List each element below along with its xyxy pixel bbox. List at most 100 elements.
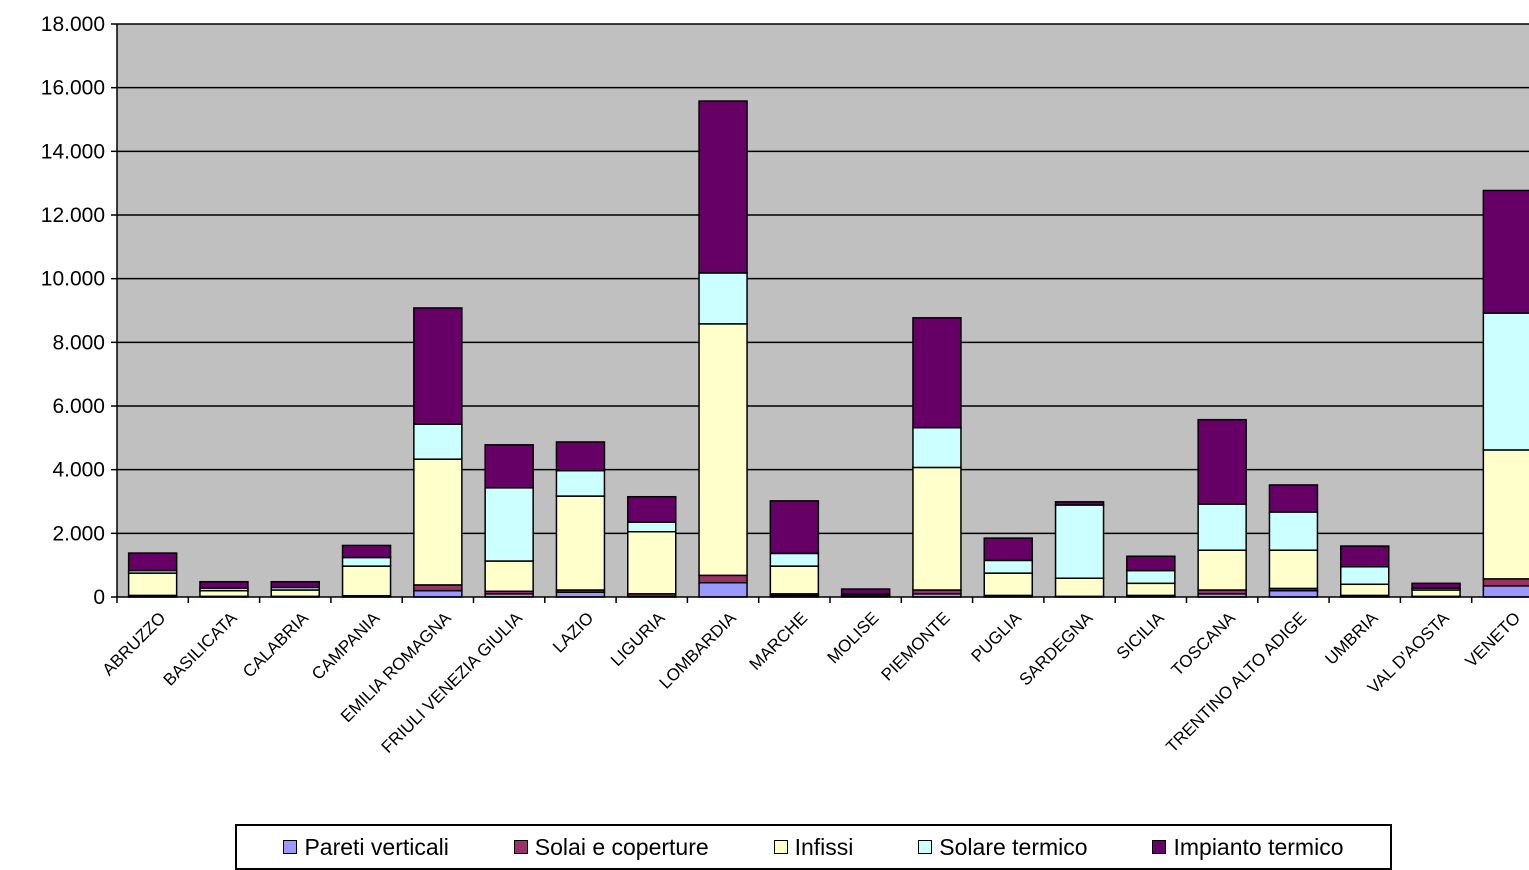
legend-swatch: [1152, 840, 1167, 854]
legend-item: Pareti verticali: [283, 833, 449, 861]
y-axis-tick-labels: 0 2.000 4.000 6.000 8.000 10.000 12.000 14.000 1…: [41, 13, 105, 609]
bar-segment: [1340, 583, 1390, 597]
bar-segment: [769, 552, 820, 567]
legend-label: Impianto termico: [1173, 833, 1344, 860]
x-tick-label: SICILIA: [1113, 608, 1168, 663]
legend-item: Solai e coperture: [513, 833, 709, 861]
bar-segment: [1268, 484, 1319, 513]
bar-segment: [983, 559, 1033, 574]
bar-segment: [698, 272, 748, 325]
bar-segment: [769, 500, 820, 555]
x-tick-label: ABRUZZO: [99, 608, 170, 679]
x-tick-label: LAZIO: [549, 608, 597, 656]
x-tick-label: VENETO: [1462, 608, 1525, 671]
bar-segment: [413, 458, 463, 586]
x-tick-label: UMBRIA: [1321, 608, 1382, 669]
bar-segment: [1268, 511, 1319, 551]
bar-segment: [1411, 589, 1461, 598]
x-tick-label: LOMBARDIA: [656, 608, 741, 693]
bar-segment: [1197, 503, 1247, 551]
bar-segment: [413, 589, 463, 598]
bar-segment: [1482, 578, 1529, 587]
bar-segment: [1126, 569, 1176, 585]
x-tick-label: SARDEGNA: [1015, 608, 1096, 689]
bar-segment: [413, 423, 463, 460]
x-tick-label: MARCHE: [746, 608, 812, 674]
legend: Pareti verticali Solai e coperture Infissi…: [235, 824, 1392, 870]
bar-segment: [1126, 555, 1176, 572]
bar-segment: [912, 317, 962, 429]
x-tick-label: TOSCANA: [1168, 608, 1240, 680]
bar-segment: [1340, 545, 1390, 568]
legend-item: Infissi: [773, 833, 854, 861]
bar-segment: [555, 495, 606, 591]
legend-label: Infissi: [794, 833, 854, 860]
bar-segment: [341, 565, 392, 597]
legend-swatch: [513, 840, 528, 854]
legend-label: Pareti verticali: [304, 833, 449, 860]
legend-item: Impianto termico: [1152, 833, 1344, 861]
bar-segment: [1482, 312, 1529, 451]
bar-segment: [698, 581, 748, 598]
bar-segment: [341, 556, 392, 567]
bar-segment: [698, 100, 748, 274]
y-tick-label: 16.000: [41, 77, 105, 100]
bar-segment: [555, 441, 606, 472]
x-tick-label: PUGLIA: [968, 608, 1026, 666]
bar-segment: [1126, 582, 1176, 597]
legend-label: Solare termico: [939, 833, 1088, 860]
x-tick-label: TRENTINO ALTO ADIGE: [1162, 608, 1310, 756]
bar-segment: [912, 466, 962, 591]
bar-segment: [1482, 449, 1529, 580]
x-tick-label: FRIULI VENEZIA GIULIA: [378, 608, 527, 757]
bar-segment: [698, 574, 748, 584]
bar-segment: [1054, 504, 1105, 579]
bar-segment: [199, 580, 249, 589]
bar-segment: [1268, 549, 1319, 590]
x-axis-tick-labels: ABRUZZOBASILICATACALABRIACAMPANIAEMILIA …: [99, 608, 1525, 757]
y-tick-label: 18.000: [41, 13, 105, 36]
bar-segment: [1054, 501, 1105, 506]
y-tick-label: 12.000: [41, 204, 105, 227]
y-tick-label: 0: [93, 586, 105, 609]
x-tick-label: CAMPANIA: [308, 608, 384, 684]
bar-segment: [912, 426, 962, 469]
x-tick-label: PIEMONTE: [878, 608, 954, 684]
bar-segment: [484, 444, 534, 489]
legend-item: Solare termico: [918, 833, 1088, 861]
bar-segment: [1197, 549, 1247, 591]
y-tick-label: 6.000: [52, 395, 105, 418]
legend-label: Solai e coperture: [534, 833, 709, 860]
bar-segment: [698, 323, 748, 577]
legend-swatch: [918, 840, 933, 854]
bar-segment: [127, 572, 178, 597]
y-tick-label: 14.000: [41, 140, 105, 163]
bar-segment: [413, 584, 463, 592]
bar-segment: [769, 565, 820, 595]
bar-segment: [983, 537, 1033, 562]
legend-swatch: [773, 840, 788, 854]
y-tick-label: 8.000: [52, 331, 105, 354]
bar-segment: [413, 307, 463, 425]
bar-segment: [270, 589, 320, 598]
bar-segment: [1197, 418, 1247, 505]
bar-segment: [1411, 582, 1461, 589]
bar-segment: [341, 544, 392, 559]
x-tick-label: MOLISE: [824, 608, 883, 667]
bar-segment: [1482, 585, 1529, 598]
bar-segment: [484, 487, 534, 562]
x-tick-label: BASILICATA: [160, 608, 242, 690]
x-tick-label: CALABRIA: [239, 608, 312, 681]
bar-segment: [983, 572, 1033, 597]
axes: [111, 23, 1529, 603]
bar-segment: [270, 580, 320, 589]
bar-segment: [484, 560, 534, 593]
bar-segment: [1340, 566, 1390, 586]
y-tick-label: 2.000: [52, 522, 105, 545]
bar-segment: [627, 521, 677, 533]
y-tick-label: 4.000: [52, 459, 105, 482]
legend-swatch: [283, 840, 298, 854]
bar-segment: [1054, 577, 1105, 598]
grid-lines: [117, 23, 1529, 597]
bar-segment: [627, 530, 677, 595]
